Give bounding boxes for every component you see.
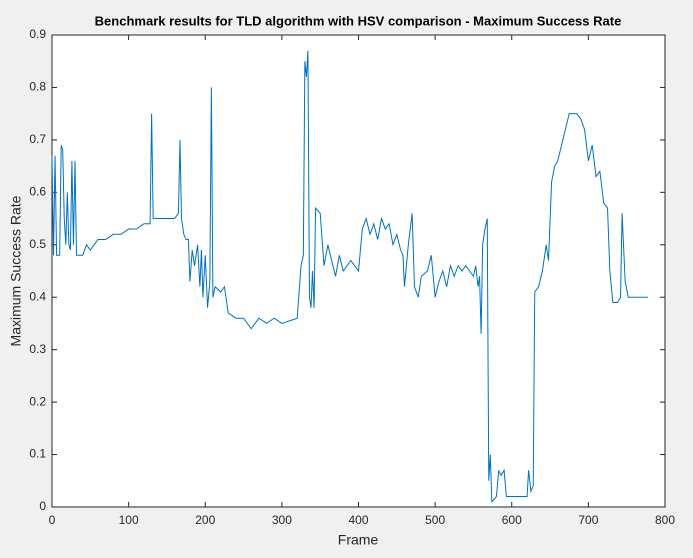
axes-box	[51, 34, 666, 508]
y-tick-label: 0.5	[29, 237, 46, 251]
x-tick-label: 100	[119, 513, 139, 527]
x-axis-label: Frame	[338, 532, 379, 548]
y-axis-label: Maximum Success Rate	[8, 195, 24, 346]
x-tick-label: 700	[578, 513, 598, 527]
chart-title: Benchmark results for TLD algorithm with…	[95, 13, 622, 28]
data-line	[51, 50, 649, 504]
x-tick-label: 200	[195, 513, 215, 527]
y-tick-label: 0.2	[29, 394, 46, 408]
x-tick-label: 300	[272, 513, 292, 527]
x-tick-label: 600	[502, 513, 522, 527]
x-tick-label: 400	[348, 513, 368, 527]
x-tick-label: 500	[425, 513, 445, 527]
y-tick-label: 0.3	[29, 342, 46, 356]
x-tick-label: 800	[655, 513, 675, 527]
y-tick-label: 0.6	[29, 185, 46, 199]
x-tick-label: 0	[49, 513, 56, 527]
y-tick-label: 0	[39, 499, 46, 513]
y-tick-label: 0.8	[29, 80, 46, 94]
y-tick-label: 0.4	[29, 289, 46, 303]
y-tick-label: 0.9	[29, 27, 46, 41]
y-tick-label: 0.1	[29, 447, 46, 461]
y-tick-label: 0.7	[29, 132, 46, 146]
